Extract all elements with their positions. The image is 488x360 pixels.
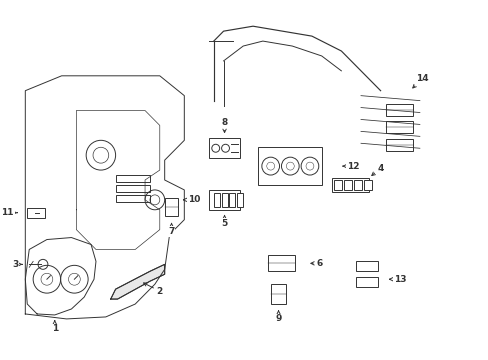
- Bar: [270, 284, 286, 304]
- Bar: [208, 138, 240, 158]
- Bar: [115, 185, 150, 192]
- Bar: [355, 277, 377, 287]
- Bar: [385, 139, 412, 151]
- Text: 1: 1: [52, 320, 58, 333]
- Text: 10: 10: [183, 195, 200, 204]
- Bar: [115, 175, 150, 182]
- Text: 9: 9: [275, 311, 281, 323]
- Bar: [257, 147, 321, 185]
- Text: 5: 5: [221, 215, 227, 228]
- Bar: [164, 198, 178, 216]
- Bar: [221, 193, 227, 207]
- Polygon shape: [110, 264, 164, 299]
- Bar: [229, 193, 235, 207]
- Text: 7: 7: [168, 223, 174, 236]
- Bar: [344, 180, 351, 190]
- Bar: [355, 261, 377, 271]
- Bar: [267, 255, 295, 271]
- Text: 14: 14: [412, 74, 427, 88]
- Bar: [237, 193, 243, 207]
- Bar: [115, 195, 150, 202]
- Bar: [213, 193, 219, 207]
- Text: 13: 13: [389, 275, 406, 284]
- Bar: [353, 180, 361, 190]
- Bar: [385, 121, 412, 133]
- Bar: [331, 178, 368, 192]
- Text: 12: 12: [343, 162, 359, 171]
- Text: 8: 8: [221, 118, 227, 132]
- Bar: [363, 180, 371, 190]
- Bar: [208, 190, 240, 210]
- Bar: [385, 104, 412, 116]
- Text: 3: 3: [12, 260, 22, 269]
- Text: 4: 4: [371, 163, 383, 176]
- Bar: [27, 208, 45, 218]
- Text: 11: 11: [1, 208, 18, 217]
- Text: 6: 6: [310, 259, 322, 268]
- Text: 2: 2: [143, 283, 163, 296]
- Bar: [334, 180, 342, 190]
